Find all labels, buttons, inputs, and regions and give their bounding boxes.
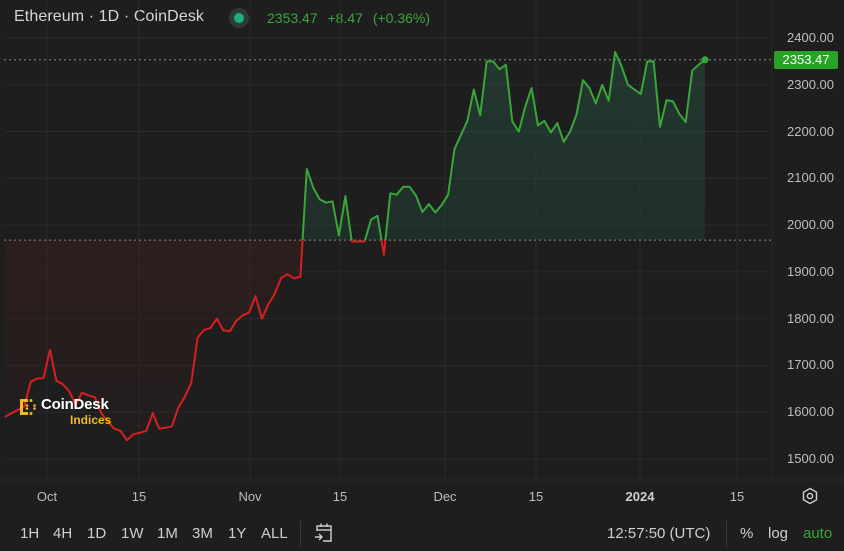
utc-clock: 12:57:50 (UTC) [607, 525, 711, 542]
watermark-brand: CoinDesk [41, 396, 109, 413]
live-status-indicator [229, 8, 249, 28]
price-change: +8.47 [327, 10, 363, 26]
price-line [4, 51, 706, 442]
timeframe-button-3m[interactable]: 3M [192, 525, 213, 542]
settings-icon[interactable] [801, 487, 819, 505]
x-axis-tick-label: 15 [729, 489, 745, 504]
x-axis-tick-label: Oct [36, 489, 58, 504]
toolbar-divider [300, 521, 301, 547]
y-axis-tick-label: 2000.00 [787, 217, 834, 233]
coindesk-logo-icon [20, 399, 36, 415]
log-scale-toggle[interactable]: log [768, 525, 789, 542]
price-change-percent: (+0.36%) [372, 10, 431, 26]
price-quote: 2353.47 +8.47 (+0.36%) [267, 10, 436, 26]
y-axis-tick-label: 1600.00 [787, 404, 834, 420]
y-axis-tick-label: 1800.00 [787, 310, 834, 326]
timeframe-button-1y[interactable]: 1Y [228, 525, 247, 542]
date-range-calendar-icon[interactable] [313, 522, 335, 544]
last-price: 2353.47 [267, 10, 318, 26]
y-axis-tick-label: 1500.00 [787, 451, 834, 466]
x-axis-tick-label: Dec [433, 489, 457, 504]
x-axis-tick-label: 15 [131, 489, 147, 504]
y-axis-tick-label: 2400.00 [787, 30, 834, 45]
timeframe-button-1m[interactable]: 1M [157, 525, 178, 542]
percent-scale-toggle[interactable]: % [740, 525, 754, 542]
chart-title: Ethereum · 1D · CoinDesk [14, 8, 205, 25]
y-axis-tick-label: 1900.00 [787, 263, 834, 279]
y-axis-tick-label: 1700.00 [787, 357, 834, 373]
timeframe-button-all[interactable]: ALL [261, 525, 288, 542]
timeframe-button-1d[interactable]: 1D [87, 525, 107, 542]
y-axis-tick-label: 2200.00 [787, 123, 834, 139]
timeframe-button-1h[interactable]: 1H [20, 525, 40, 542]
y-axis-tick-label: 2100.00 [787, 170, 834, 186]
watermark-sub: Indices [70, 413, 112, 427]
chart-area-fill [5, 52, 705, 441]
x-axis-tick-label: 2024 [625, 489, 655, 504]
last-price-marker [701, 56, 709, 64]
auto-scale-toggle[interactable]: auto [803, 525, 833, 542]
live-dot-icon [234, 13, 244, 23]
y-axis-tick-label: 2300.00 [787, 76, 834, 92]
chart-header: Ethereum · 1D · CoinDesk 2353.47 +8.47 (… [0, 0, 844, 36]
toolbar-divider [726, 521, 727, 547]
current-price-badge: 2353.47 [774, 51, 838, 69]
timeframe-button-4h[interactable]: 4H [53, 525, 73, 542]
x-axis-tick-label: Nov [238, 489, 262, 504]
x-axis-tick-label: 15 [528, 489, 544, 504]
timeframe-button-1w[interactable]: 1W [121, 525, 144, 542]
x-axis-tick-label: 15 [332, 489, 348, 504]
